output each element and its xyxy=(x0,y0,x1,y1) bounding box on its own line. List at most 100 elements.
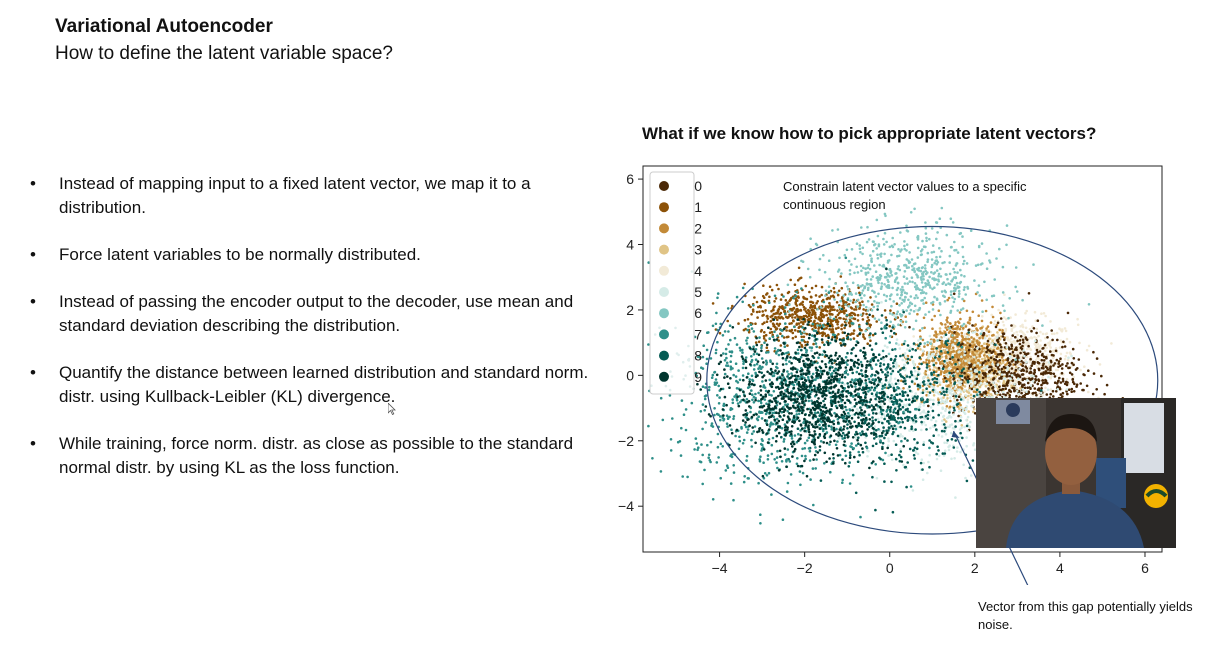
scatter-point xyxy=(959,317,962,321)
scatter-point xyxy=(1027,377,1031,380)
scatter-point xyxy=(953,249,956,252)
scatter-point xyxy=(971,398,975,402)
scatter-point xyxy=(1011,379,1015,383)
scatter-point xyxy=(1021,344,1024,348)
scatter-point xyxy=(881,409,885,412)
scatter-point xyxy=(870,257,873,261)
scatter-point xyxy=(783,345,787,349)
scatter-point xyxy=(959,383,962,386)
scatter-point xyxy=(825,313,828,317)
scatter-point xyxy=(903,247,906,251)
scatter-point xyxy=(926,398,929,401)
scatter-point xyxy=(826,333,830,337)
scatter-point xyxy=(1036,319,1040,323)
scatter-point xyxy=(1021,377,1025,381)
scatter-point xyxy=(1008,352,1012,356)
scatter-point xyxy=(988,381,991,385)
scatter-point xyxy=(921,468,924,471)
scatter-point xyxy=(879,362,882,365)
scatter-point xyxy=(811,467,815,470)
scatter-point xyxy=(959,393,962,396)
scatter-point xyxy=(927,404,930,408)
scatter-point xyxy=(1033,371,1036,374)
scatter-point xyxy=(1055,382,1059,385)
scatter-point xyxy=(869,339,872,343)
scatter-point xyxy=(924,415,928,418)
scatter-point xyxy=(1014,266,1018,269)
scatter-point xyxy=(831,305,835,309)
scatter-point xyxy=(944,333,948,337)
scatter-point xyxy=(883,383,887,387)
scatter-point xyxy=(894,457,898,461)
scatter-point xyxy=(972,443,975,447)
scatter-point xyxy=(846,351,849,355)
scatter-point xyxy=(992,389,995,393)
scatter-point xyxy=(870,386,873,389)
scatter-point xyxy=(1061,363,1064,366)
scatter-point xyxy=(889,309,892,312)
scatter-point xyxy=(801,303,804,307)
scatter-point xyxy=(871,275,874,278)
scatter-point xyxy=(987,396,991,399)
scatter-point xyxy=(957,388,960,392)
scatter-point xyxy=(1046,371,1049,375)
scatter-point xyxy=(814,313,817,317)
scatter-point xyxy=(1001,353,1005,356)
scatter-point xyxy=(879,408,883,411)
bullet-list: • Instead of mapping input to a fixed lat… xyxy=(30,172,600,503)
scatter-point xyxy=(976,346,979,350)
scatter-point xyxy=(1064,329,1068,333)
scatter-point xyxy=(985,298,988,302)
scatter-point xyxy=(919,249,923,253)
scatter-point xyxy=(891,313,894,316)
scatter-point xyxy=(832,286,836,290)
scatter-point xyxy=(906,419,910,422)
scatter-point xyxy=(867,263,870,267)
scatter-point xyxy=(966,401,970,404)
scatter-point xyxy=(967,394,970,398)
bullet-item: • Force latent variables to be normally d… xyxy=(30,243,600,267)
scatter-point xyxy=(810,349,813,352)
scatter-point xyxy=(976,263,980,267)
scatter-point xyxy=(846,285,849,288)
scatter-point xyxy=(973,448,977,452)
scatter-point xyxy=(861,312,865,315)
scatter-point xyxy=(969,360,973,363)
scatter-point xyxy=(886,395,890,399)
scatter-point xyxy=(952,292,956,296)
scatter-point xyxy=(944,432,948,436)
scatter-point xyxy=(1000,345,1003,349)
scatter-point xyxy=(938,301,942,305)
scatter-point xyxy=(972,387,976,391)
scatter-point xyxy=(1059,381,1063,384)
scatter-point xyxy=(1098,363,1102,366)
scatter-point xyxy=(962,326,965,330)
scatter-point xyxy=(924,285,927,288)
scatter-point xyxy=(1034,319,1038,323)
scatter-point xyxy=(946,339,950,343)
scatter-point xyxy=(938,217,942,220)
scatter-point xyxy=(1033,310,1037,314)
scatter-point xyxy=(856,410,860,414)
scatter-point xyxy=(1063,345,1067,348)
scatter-point xyxy=(916,395,919,398)
scatter-point xyxy=(805,332,809,336)
scatter-point xyxy=(992,381,995,385)
scatter-point xyxy=(904,398,908,402)
scatter-point xyxy=(891,326,894,329)
scatter-point xyxy=(843,383,846,386)
scatter-point xyxy=(750,389,753,392)
scatter-point xyxy=(905,485,908,489)
scatter-point xyxy=(1040,312,1043,316)
scatter-point xyxy=(830,425,833,429)
scatter-point xyxy=(987,334,991,337)
scatter-point xyxy=(1013,383,1016,386)
scatter-point xyxy=(935,457,939,461)
scatter-point xyxy=(995,355,998,359)
scatter-point xyxy=(953,457,956,460)
scatter-point xyxy=(1049,372,1052,375)
scatter-point xyxy=(867,282,871,286)
scatter-point xyxy=(856,271,860,274)
scatter-point xyxy=(791,313,794,316)
scatter-point xyxy=(1016,339,1019,343)
